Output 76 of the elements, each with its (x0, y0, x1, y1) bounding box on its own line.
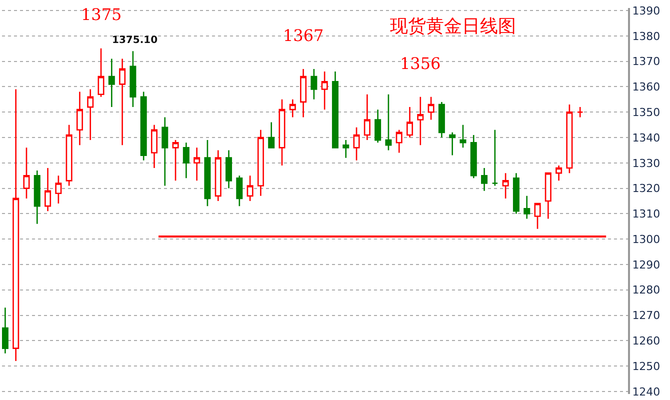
candlestick (87, 88, 94, 141)
candlestick (2, 307, 8, 354)
candlestick (566, 104, 573, 174)
candlestick (544, 172, 552, 220)
y-tick-label: 1340 (632, 131, 660, 144)
annotation: 1356 (400, 54, 441, 73)
candlestick (268, 122, 275, 148)
candlestick (289, 98, 296, 118)
candlestick (534, 202, 541, 230)
y-tick-label: 1250 (632, 360, 660, 373)
candlestick (257, 129, 264, 197)
y-tick-label: 1360 (632, 80, 660, 94)
candlestick (332, 70, 338, 148)
candlestick (406, 106, 414, 138)
candlestick (321, 70, 328, 110)
candlestick (214, 150, 222, 202)
candlestick (502, 172, 509, 200)
candlestick (119, 58, 126, 146)
candlestick (438, 101, 445, 138)
candlestick (226, 150, 232, 189)
y-tick-label: 1370 (632, 55, 660, 68)
candlestick (172, 139, 179, 182)
candlestick (556, 164, 562, 182)
candlestick (449, 132, 456, 156)
candlestick (23, 147, 30, 200)
candlestick (246, 174, 254, 202)
candlestick (236, 174, 243, 207)
candlestick (140, 91, 147, 162)
candlestick (300, 68, 307, 118)
candlestick (512, 172, 520, 214)
candlestick (150, 124, 158, 169)
candlestick (396, 129, 402, 154)
y-tick-label: 1300 (632, 232, 660, 246)
candlestick (470, 134, 477, 179)
candlestick (385, 94, 392, 151)
candlestick (310, 68, 318, 100)
candlestick (66, 124, 72, 186)
candlestick (374, 108, 382, 144)
annotation: 1375 (81, 5, 122, 24)
y-tick-label: 1310 (632, 208, 660, 221)
candlestick (576, 106, 584, 118)
candlestick (481, 167, 488, 192)
candlestick (460, 124, 466, 148)
candlestick (278, 98, 286, 166)
y-tick-label: 1270 (632, 309, 660, 322)
y-tick-label: 1280 (632, 284, 660, 297)
candlestick (194, 147, 200, 182)
candlestick (98, 48, 104, 98)
annotation: 1375.10 (112, 35, 158, 46)
y-tick-label: 1290 (632, 258, 660, 272)
candlestick (12, 88, 20, 362)
candlestick (130, 50, 136, 108)
candlestick (76, 91, 83, 146)
candlestick (44, 167, 52, 212)
candlestick (162, 116, 168, 186)
y-tick-label: 1320 (632, 182, 660, 196)
annotation: 1367 (283, 26, 324, 45)
y-tick-label: 1260 (632, 334, 660, 348)
candlestick (204, 139, 211, 207)
candlestick (108, 58, 115, 108)
candlestick (364, 94, 370, 141)
candlestick (182, 142, 190, 179)
y-tick-label: 1240 (632, 385, 660, 398)
candlestick (417, 96, 424, 146)
candlestick (428, 96, 434, 120)
y-tick-label: 1380 (632, 30, 660, 43)
y-tick-label: 1330 (632, 156, 660, 170)
y-tick-label: 1350 (632, 106, 660, 119)
y-tick-label: 1390 (632, 4, 660, 18)
candlestick (524, 195, 530, 220)
candlestick (342, 139, 350, 158)
candlestick (353, 126, 360, 162)
text: 现货黄金日线图 (390, 16, 516, 37)
candlestick (55, 174, 62, 204)
candlestick (34, 170, 40, 225)
candlestick (492, 129, 498, 186)
